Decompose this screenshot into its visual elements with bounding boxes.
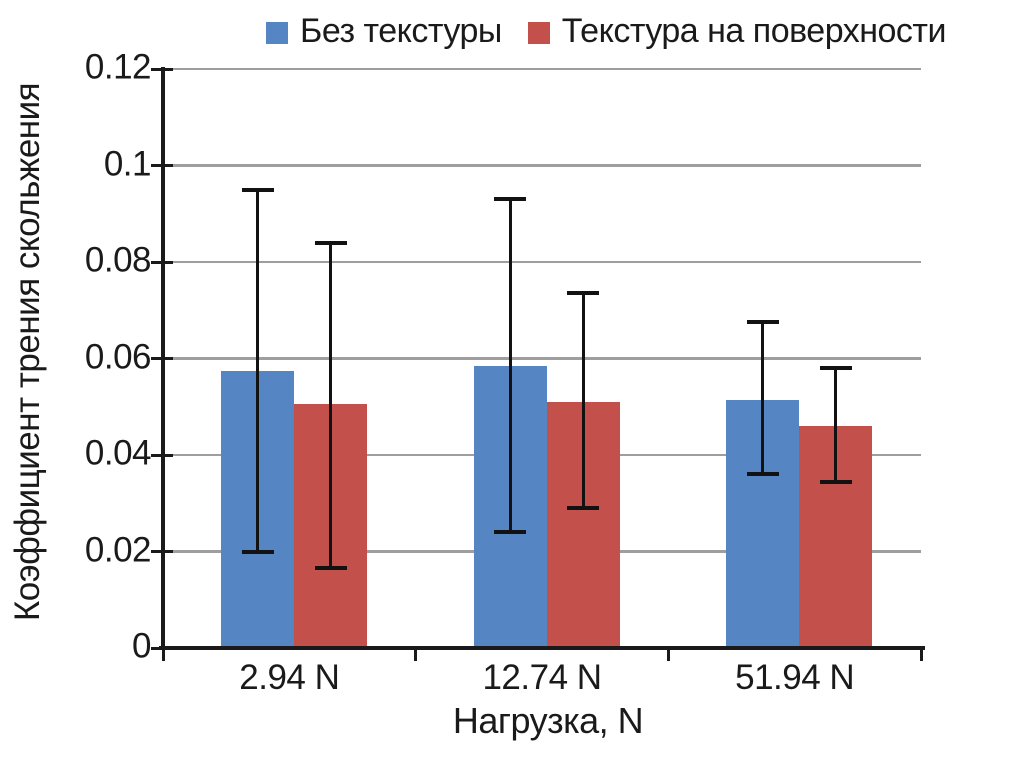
y-tick <box>151 550 173 553</box>
legend-swatch-red-icon <box>527 21 550 44</box>
y-tick-label-0: 0 <box>132 626 151 666</box>
gridline <box>163 260 921 264</box>
x-tick-label-51.94 N: 51.94 N <box>735 658 855 697</box>
error-bar-cap-top <box>494 197 527 202</box>
error-bar-line <box>581 293 585 509</box>
error-bar-line <box>761 322 765 475</box>
x-tick <box>919 648 923 661</box>
y-tick <box>151 164 173 167</box>
y-tick <box>151 260 173 264</box>
legend-label-no-texture: Без текстуры <box>300 11 502 50</box>
error-bar-line <box>256 189 259 552</box>
y-tick-label-0.12: 0.12 <box>84 47 152 87</box>
error-bar-cap-top <box>567 291 600 296</box>
error-bar-line <box>329 242 332 569</box>
y-tick-label-0.08: 0.08 <box>84 240 152 280</box>
error-bar-cap-bottom <box>241 549 274 554</box>
error-bar-cap-top <box>819 366 852 371</box>
error-bar-line <box>508 199 512 533</box>
error-bar-cap-top <box>314 240 347 245</box>
x-tick <box>414 648 418 661</box>
error-bar-cap-top <box>746 320 779 325</box>
gridline <box>163 357 921 360</box>
y-tick-label-0.1: 0.1 <box>103 143 152 183</box>
y-tick <box>151 453 173 457</box>
legend-label-textured: Текстура на поверхности <box>561 11 947 50</box>
error-bar-cap-bottom <box>567 506 600 511</box>
error-bar-cap-bottom <box>819 479 852 484</box>
x-tick-label-12.74 N: 12.74 N <box>482 658 602 697</box>
error-bar-cap-bottom <box>494 530 527 535</box>
legend-item-no-texture: Без текстуры <box>266 12 502 51</box>
error-bar-cap-top <box>241 187 274 192</box>
x-tick <box>161 648 165 661</box>
y-tick-label-0.02: 0.02 <box>84 529 152 569</box>
x-axis-title: Нагрузка, N <box>452 700 644 741</box>
y-tick <box>151 67 173 71</box>
legend: Без текстуры Текстура на поверхности <box>266 8 946 54</box>
gridline <box>163 164 921 167</box>
x-tick <box>666 648 670 661</box>
y-tick-label-0.04: 0.04 <box>84 433 152 473</box>
x-tick-label-2.94 N: 2.94 N <box>239 658 340 697</box>
legend-item-textured: Текстура на поверхности <box>527 11 947 51</box>
error-bar-cap-bottom <box>314 566 347 571</box>
x-axis-line <box>159 646 925 650</box>
gridline <box>163 67 921 71</box>
error-bar-line <box>834 368 838 482</box>
y-tick-label-0.06: 0.06 <box>84 336 152 376</box>
legend-swatch-blue-icon <box>266 21 288 44</box>
error-bar-cap-bottom <box>746 472 779 477</box>
y-tick <box>151 357 173 360</box>
